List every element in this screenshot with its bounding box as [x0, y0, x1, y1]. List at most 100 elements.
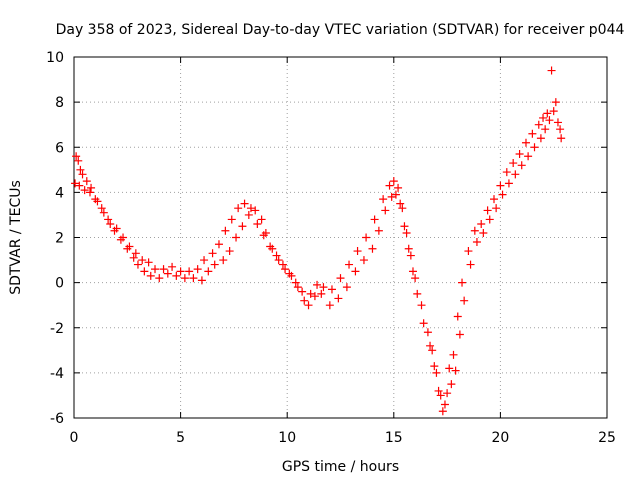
data-point — [521, 138, 530, 147]
data-point — [485, 215, 494, 224]
data-point — [210, 260, 219, 269]
y-tick-label: 8 — [55, 95, 64, 111]
data-point — [449, 350, 458, 359]
data-point — [304, 301, 313, 310]
data-point — [133, 260, 142, 269]
data-point — [251, 206, 260, 215]
data-point — [232, 233, 241, 242]
data-point — [189, 274, 198, 283]
data-point — [112, 224, 121, 233]
data-point — [272, 251, 281, 260]
data-point — [428, 346, 437, 355]
data-point — [234, 204, 243, 213]
data-point — [336, 274, 345, 283]
data-point — [398, 204, 407, 213]
data-point — [374, 226, 383, 235]
data-point — [402, 228, 411, 237]
data-point — [464, 247, 473, 256]
data-point — [125, 242, 134, 251]
data-point — [75, 181, 84, 190]
data-point — [466, 260, 475, 269]
y-tick-label: 10 — [46, 50, 64, 66]
data-point — [411, 274, 420, 283]
data-point — [180, 274, 189, 283]
data-point — [549, 107, 558, 116]
data-point — [310, 292, 319, 301]
x-axis-title: GPS time / hours — [282, 459, 399, 475]
y-tick-label: -6 — [50, 411, 64, 427]
data-point — [291, 278, 300, 287]
data-point — [453, 312, 462, 321]
data-point — [413, 289, 422, 298]
data-point — [93, 197, 102, 206]
data-point — [389, 177, 398, 186]
data-point — [163, 269, 172, 278]
data-point — [432, 368, 441, 377]
data-point — [517, 161, 526, 170]
data-point — [80, 186, 89, 195]
data-point — [504, 179, 513, 188]
x-tick-label: 20 — [491, 430, 509, 446]
data-point — [140, 267, 149, 276]
y-axis-title: SDTVAR / TECUs — [8, 180, 24, 295]
data-point — [556, 125, 565, 134]
data-point — [470, 226, 479, 235]
data-point — [430, 362, 439, 371]
data-point — [447, 380, 456, 389]
data-point — [385, 181, 394, 190]
data-point — [172, 271, 181, 280]
data-point — [368, 244, 377, 253]
data-point — [492, 204, 501, 213]
data-point — [353, 247, 362, 256]
data-point — [509, 159, 518, 168]
data-point — [553, 118, 562, 127]
data-point — [443, 389, 452, 398]
data-point — [74, 156, 83, 165]
data-point — [547, 66, 556, 75]
data-point — [221, 226, 230, 235]
x-tick-label: 25 — [598, 430, 616, 446]
data-point — [539, 113, 548, 122]
data-point — [119, 233, 128, 242]
data-point — [479, 228, 488, 237]
data-point — [176, 267, 185, 276]
data-point — [200, 256, 209, 265]
data-point — [193, 265, 202, 274]
data-point — [138, 256, 147, 265]
data-point — [451, 366, 460, 375]
y-tick-label: 4 — [55, 185, 64, 201]
data-point — [214, 240, 223, 249]
data-point — [426, 341, 435, 350]
data-point — [362, 233, 371, 242]
y-tick-label: -2 — [50, 321, 64, 337]
data-point — [477, 219, 486, 228]
data-point — [85, 188, 94, 197]
data-point — [543, 109, 552, 118]
y-tick-label: 0 — [55, 276, 64, 292]
data-point — [381, 206, 390, 215]
data-point — [227, 215, 236, 224]
data-point — [106, 219, 115, 228]
data-point — [131, 249, 140, 258]
data-point — [483, 206, 492, 215]
chart-title: Day 358 of 2023, Sidereal Day-to-day VTE… — [56, 22, 625, 38]
data-point — [313, 280, 322, 289]
data-point — [515, 150, 524, 159]
data-point — [82, 177, 91, 186]
data-point — [440, 400, 449, 409]
y-tick-label: -4 — [50, 366, 64, 382]
data-point — [97, 204, 106, 213]
data-point — [266, 242, 275, 251]
data-point — [345, 260, 354, 269]
data-point — [498, 190, 507, 199]
data-point — [155, 274, 164, 283]
data-point — [168, 262, 177, 271]
data-point — [417, 301, 426, 310]
data-point — [104, 215, 113, 224]
data-point — [144, 258, 153, 267]
data-point — [455, 330, 464, 339]
data-point — [387, 192, 396, 201]
data-point — [78, 170, 87, 179]
data-point — [530, 143, 539, 152]
data-point — [225, 247, 234, 256]
